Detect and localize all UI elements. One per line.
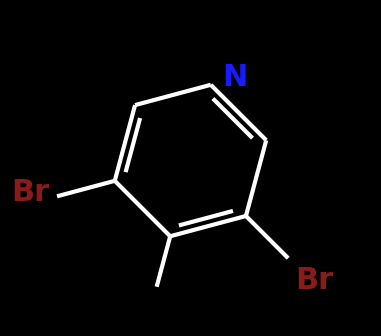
- Text: Br: Br: [11, 178, 50, 207]
- Text: N: N: [222, 63, 247, 92]
- Text: Br: Br: [296, 266, 334, 295]
